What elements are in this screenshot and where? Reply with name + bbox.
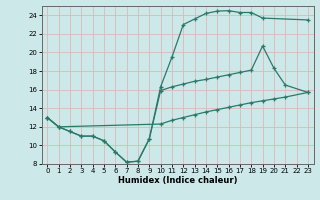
X-axis label: Humidex (Indice chaleur): Humidex (Indice chaleur) [118,176,237,185]
